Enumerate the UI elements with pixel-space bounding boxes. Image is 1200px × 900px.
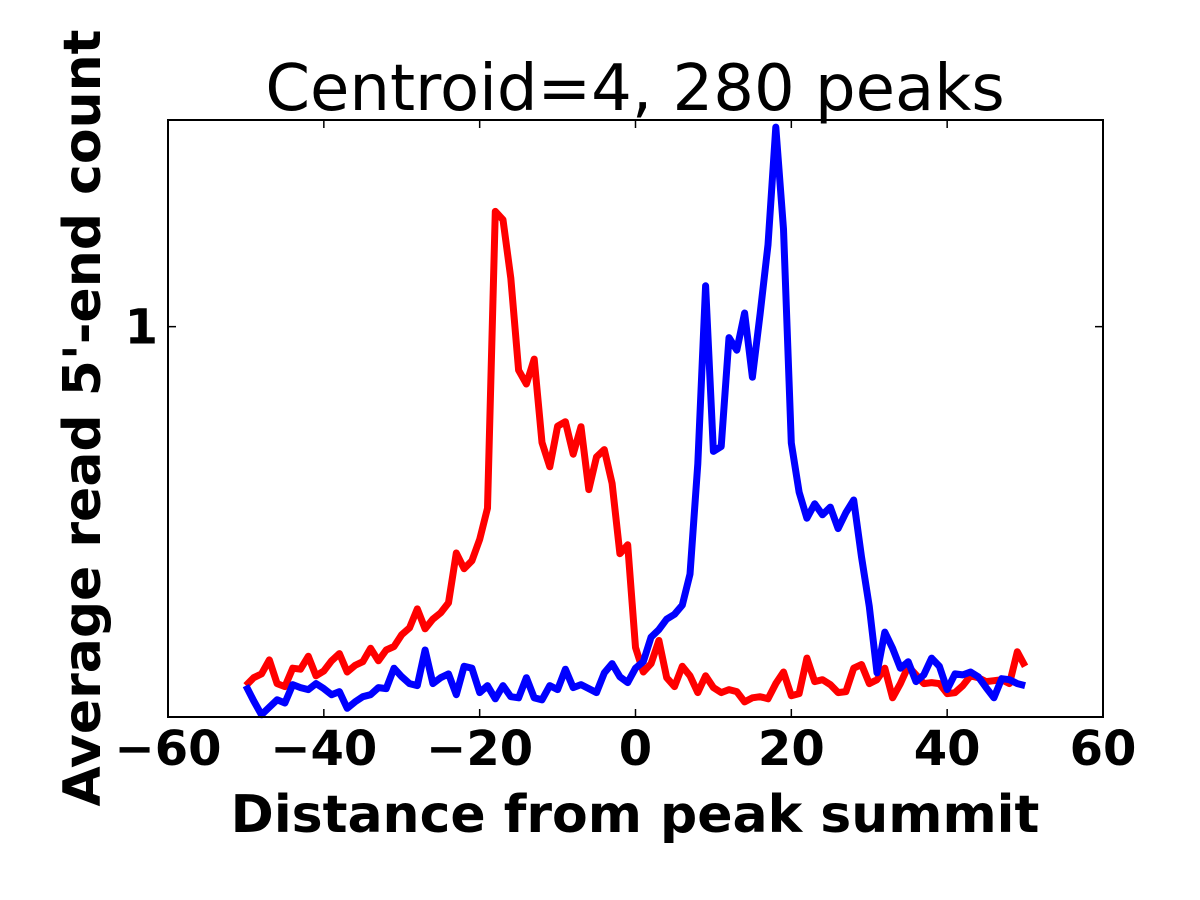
x-tick-label-1: −40 [270, 721, 377, 777]
y-axis-label: Average read 5'-end count [53, 30, 113, 807]
series-line-2 [242, 123, 1026, 719]
x-axis: −60 −40 −20 0 20 40 60 [114, 120, 1136, 777]
x-tick-label-4: 20 [758, 721, 825, 777]
x-tick-label-0: −60 [114, 721, 221, 777]
x-axis-label: Distance from peak summit [231, 785, 1040, 845]
x-tick-label-5: 40 [914, 721, 981, 777]
x-tick-label-6: 60 [1070, 721, 1137, 777]
series-layer [242, 123, 1029, 719]
series-line-1 [243, 207, 1029, 706]
y-tick-label-0: 1 [125, 300, 158, 356]
x-tick-label-3: 0 [619, 721, 652, 777]
chart-title: Centroid=4, 280 peaks [265, 52, 1004, 126]
y-axis: 1 [125, 300, 1103, 356]
x-tick-label-2: −20 [426, 721, 533, 777]
